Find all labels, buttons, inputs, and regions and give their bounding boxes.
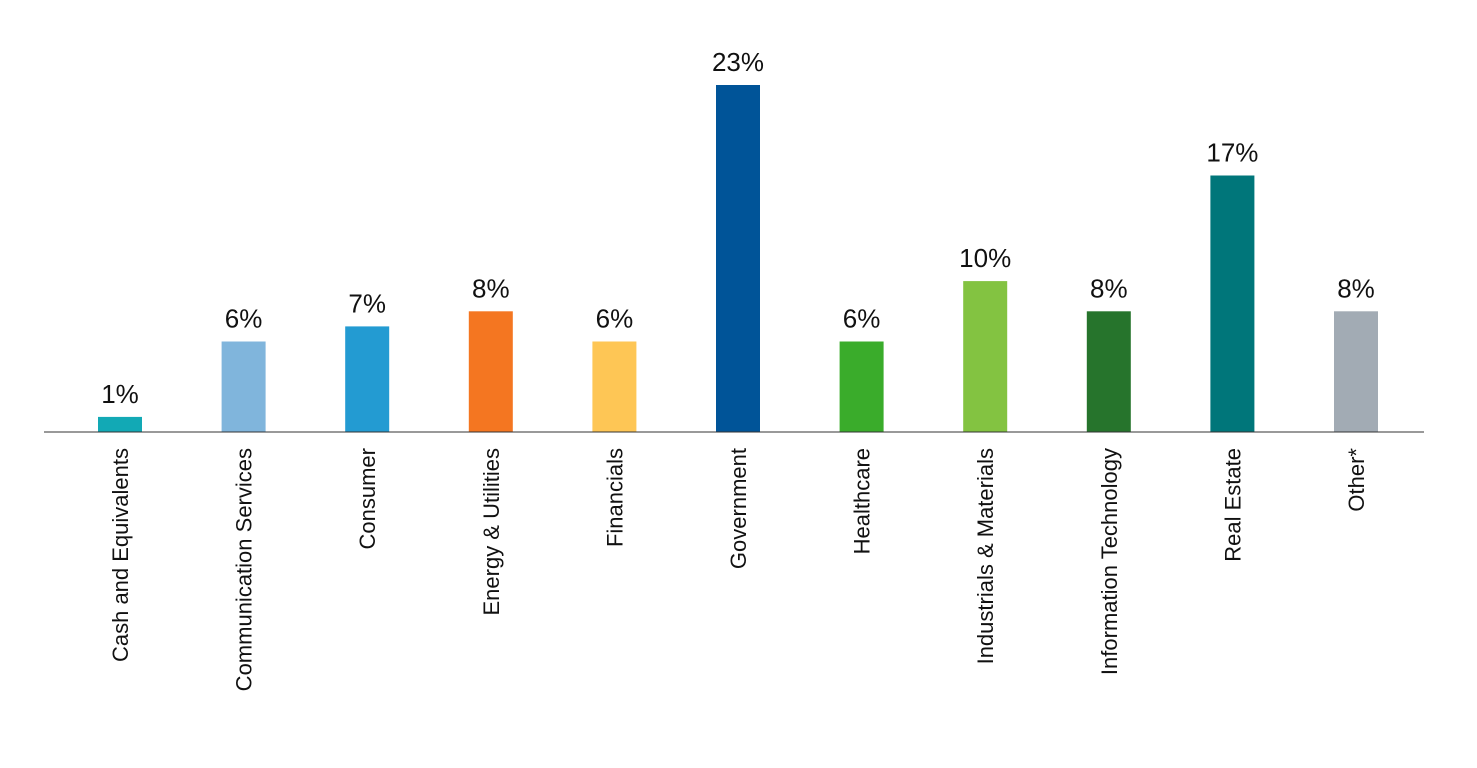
data-label: 8% (1090, 273, 1128, 303)
data-label: 23% (712, 47, 764, 77)
category-label: Real Estate (1220, 448, 1245, 562)
data-label: 17% (1206, 138, 1258, 168)
data-label: 7% (348, 288, 386, 318)
data-label: 6% (596, 304, 634, 334)
category-label: Information Technology (1097, 448, 1122, 675)
bar (592, 341, 637, 432)
data-label: 8% (472, 273, 510, 303)
data-label: 6% (843, 304, 881, 334)
data-label: 10% (959, 243, 1011, 273)
data-label: 8% (1337, 273, 1375, 303)
data-label: 1% (101, 379, 139, 409)
category-label: Communication Services (232, 448, 257, 691)
bars-group (98, 85, 1378, 432)
bar (1334, 311, 1378, 432)
bar (963, 281, 1008, 432)
category-label: Healthcare (850, 448, 875, 554)
category-label: Other* (1344, 448, 1369, 512)
bar (221, 341, 266, 432)
category-label: Financials (602, 448, 627, 547)
bar (1210, 175, 1255, 432)
category-label: Government (726, 448, 751, 569)
category-label: Consumer (355, 448, 380, 549)
category-label: Energy & Utilities (479, 448, 504, 616)
category-labels-group: Cash and Equivalents Communication Servic… (108, 448, 1369, 692)
bar (1086, 311, 1131, 432)
bar (468, 311, 513, 432)
bar (98, 416, 142, 432)
category-label: Cash and Equivalents (108, 448, 133, 662)
bar (839, 341, 884, 432)
bar (716, 85, 760, 432)
bar (345, 326, 390, 432)
data-label: 6% (225, 304, 263, 334)
category-label: Industrials & Materials (973, 448, 998, 664)
data-labels-group: 1% 6% 7% 8% 6% 23% 6% 10% 8% 17% 8% (101, 47, 1375, 409)
